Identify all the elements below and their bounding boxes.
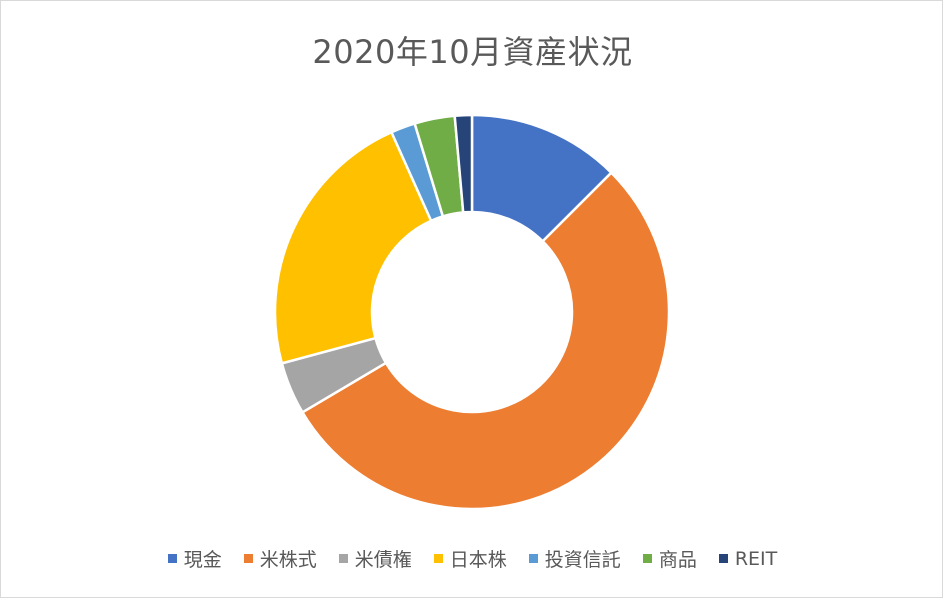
legend-label: 商品 — [658, 549, 697, 571]
legend-item: 米株式 — [243, 545, 317, 572]
legend-item: 投資信託 — [528, 545, 621, 572]
legend-item: 日本株 — [433, 545, 507, 572]
legend-swatch — [528, 554, 538, 563]
legend: 現金 米株式 米債権 日本株 投資信託 商品 REIT — [1, 545, 943, 572]
legend-label: 日本株 — [449, 549, 507, 571]
legend-item: 現金 — [167, 545, 222, 572]
donut-slice-2 — [300, 170, 671, 511]
legend-swatch — [167, 554, 177, 563]
legend-label: REIT — [734, 547, 778, 570]
legend-item: 商品 — [642, 545, 697, 572]
legend-swatch — [718, 554, 728, 563]
legend-label: 現金 — [183, 549, 222, 571]
legend-label: 投資信託 — [544, 549, 621, 571]
legend-item: REIT — [718, 547, 778, 570]
legend-swatch — [642, 554, 652, 563]
legend-item: 米債権 — [338, 545, 412, 572]
legend-swatch — [243, 554, 253, 563]
legend-swatch — [338, 554, 348, 563]
donut-slice-4 — [273, 130, 433, 365]
legend-swatch — [433, 554, 443, 563]
chart-title: 2020年10月資産状況 — [312, 33, 633, 71]
legend-label: 米株式 — [259, 549, 317, 571]
donut-slice-7 — [453, 113, 474, 214]
legend-label: 米債権 — [354, 549, 412, 571]
